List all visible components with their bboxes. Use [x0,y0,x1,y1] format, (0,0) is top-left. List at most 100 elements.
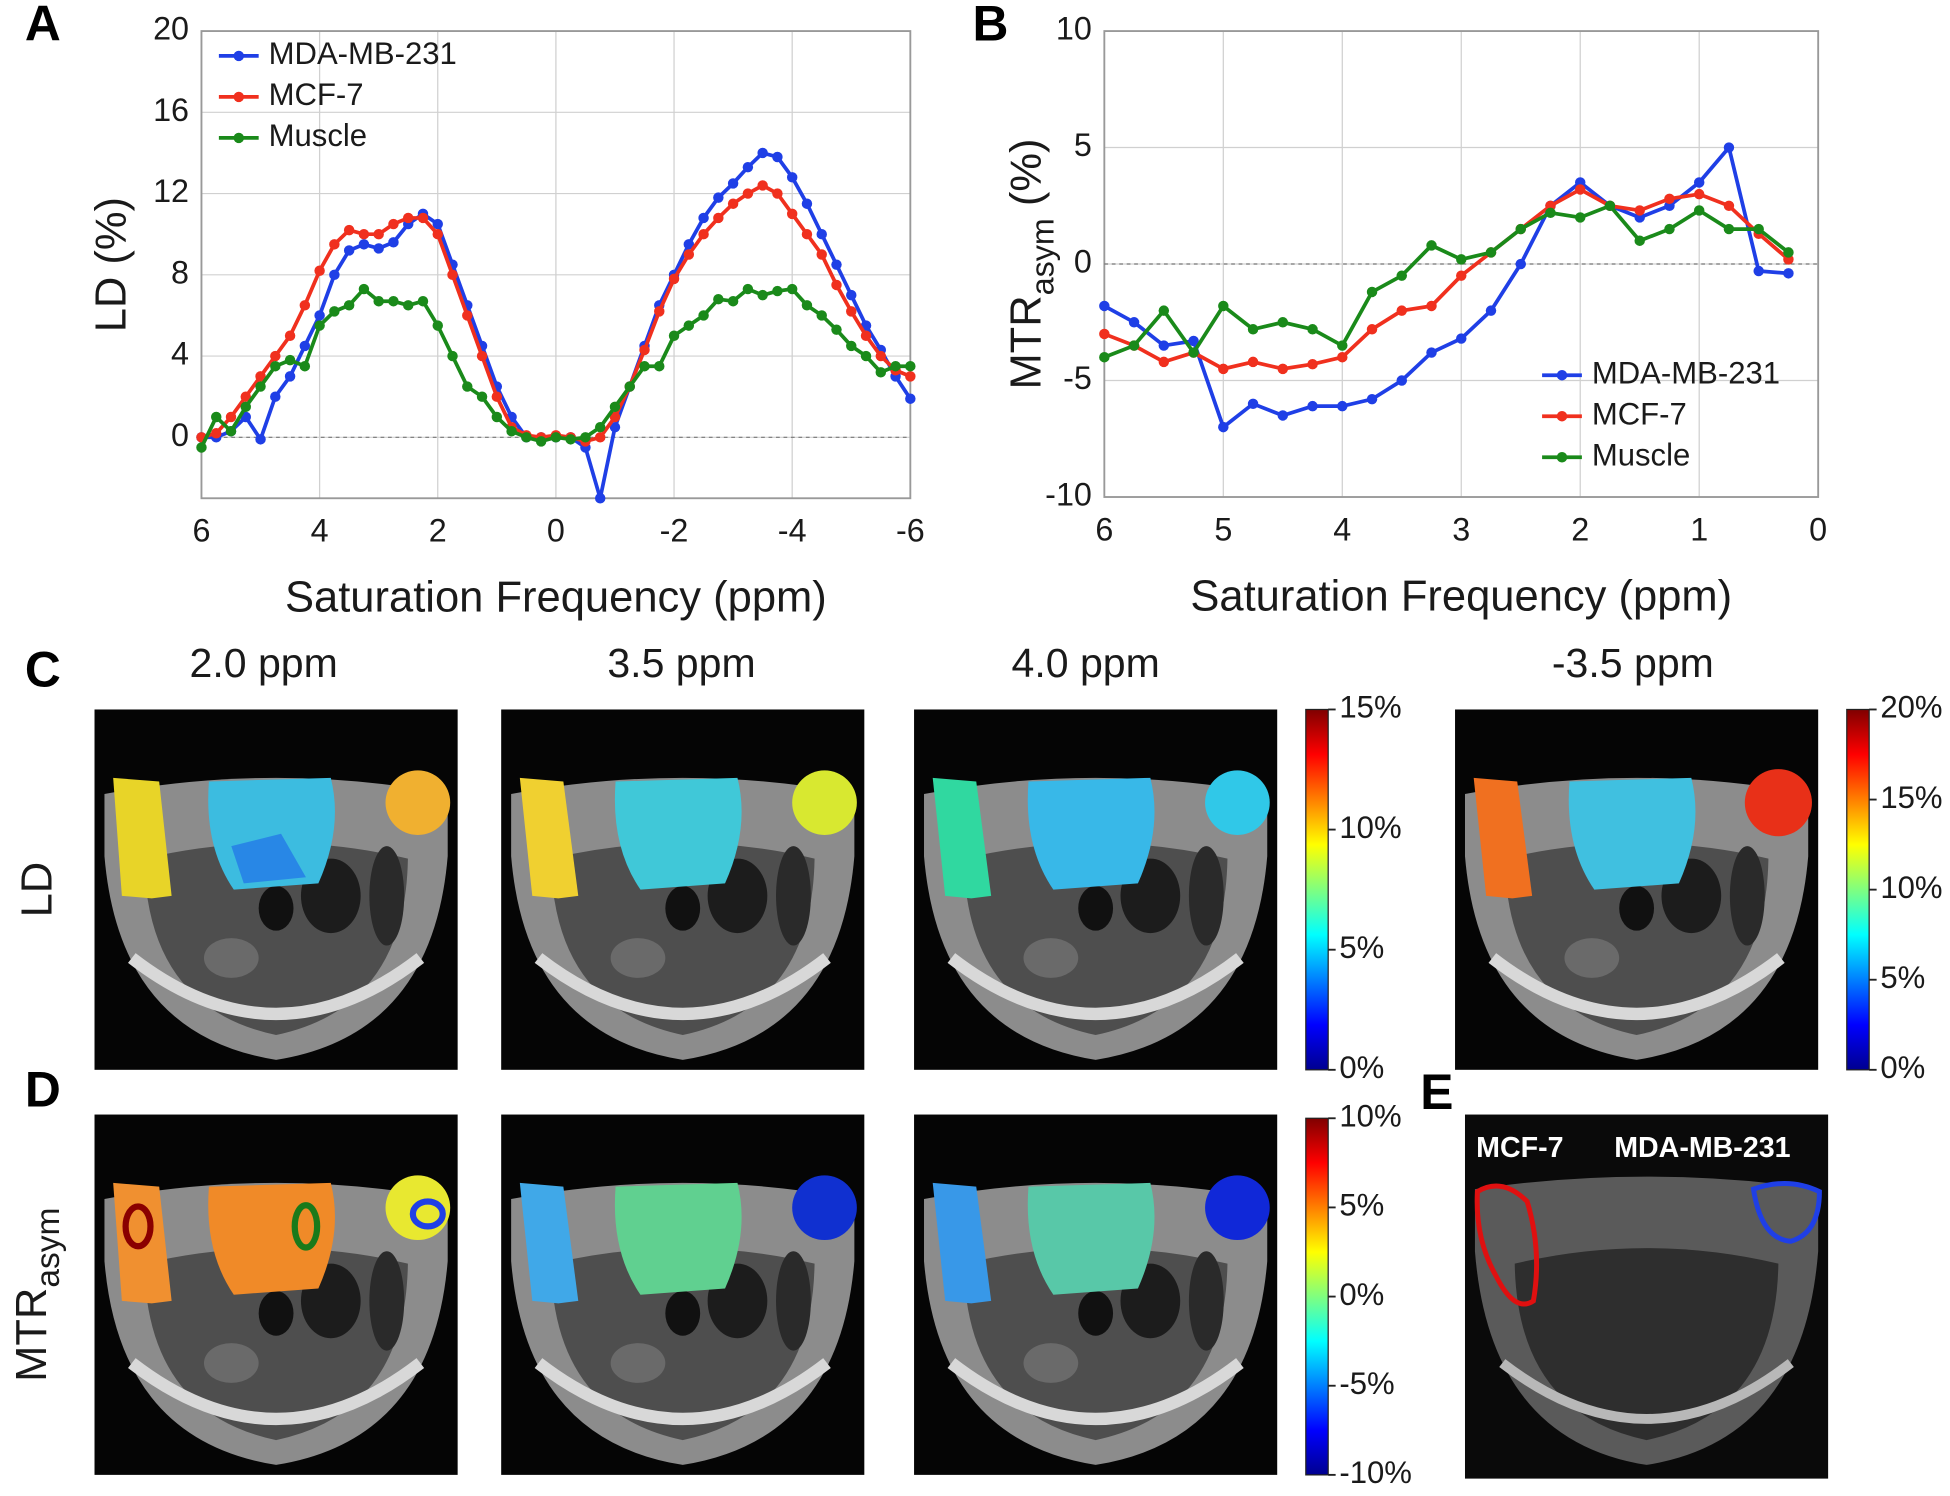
data-point [462,310,473,321]
column-header: 2.0 ppm [190,640,338,686]
data-point [388,296,399,307]
data-point [742,283,754,295]
data-point [698,212,709,224]
colorbar [1846,708,1870,1071]
x-tick-label: -4 [778,513,807,549]
data-point [727,296,739,307]
legend-swatch [233,132,244,144]
data-point [314,265,325,276]
data-point [757,147,768,159]
colorbar-tick-label: 0% [1339,1277,1384,1312]
data-point [284,371,296,382]
colorbar-tick-label: 10% [1339,810,1401,845]
data-point [240,401,251,413]
x-tick-label: 0 [547,513,565,549]
data-point [211,428,222,439]
data-point [432,218,443,230]
x-tick-label: 6 [192,513,210,549]
data-point [713,212,724,224]
colorbar-tick-label: 5% [1880,960,1925,995]
data-point [521,432,532,443]
data-point [314,320,325,331]
data-point [196,442,207,453]
y-tick-label: 8 [171,254,189,290]
y-axis-label: MTRasym (%) [1003,139,1060,390]
image-panel: MCF-7 MDA-MB-231 [1464,1114,1829,1479]
y-axis-label-main: LD (%) [88,197,136,332]
row-label: LD [13,862,61,918]
data-point [1783,268,1794,279]
colorbar [1305,1117,1329,1476]
data-point [1158,305,1170,316]
data-point [1158,340,1170,351]
data-point [1099,328,1110,340]
data-point [329,269,340,281]
data-point [1128,340,1140,351]
data-point [772,151,783,163]
data-point [284,330,296,341]
data-point [1634,235,1645,246]
data-point [801,300,813,311]
data-point [1247,356,1259,368]
panel-letter: D [25,1062,61,1118]
legend-label: MCF-7 [1592,396,1687,431]
data-point [343,224,355,236]
data-point [846,340,857,352]
x-tick-label: 3 [1452,511,1470,547]
data-point [1664,223,1675,235]
data-point [1099,352,1110,363]
data-point [609,401,621,413]
data-point [1456,333,1467,344]
legend-label: Muscle [269,118,367,153]
data-point [860,330,872,341]
legend-label: MDA-MB-231 [269,36,457,71]
data-point [1366,324,1378,335]
y-axis-label-main: MTR [1003,295,1051,389]
data-point [1366,393,1378,405]
data-point [432,228,443,240]
legend-label: MCF-7 [269,77,364,112]
data-point [727,198,739,209]
y-tick-label: 20 [153,11,189,47]
data-point [1277,410,1289,421]
data-point [654,361,665,372]
data-point [609,411,621,423]
data-point [1545,207,1556,219]
data-point [225,411,237,423]
data-point [624,381,635,392]
panel-letter: E [1420,1064,1453,1120]
data-point [462,381,473,392]
y-tick-label: 4 [171,336,189,372]
y-tick-label: 16 [153,92,189,128]
panel-letter: C [25,642,61,698]
data-point [742,161,754,173]
data-point [402,212,414,224]
data-point [1634,205,1645,216]
data-point [476,391,488,402]
series-line [1103,203,1790,359]
data-point [713,293,724,305]
y-tick-label: 12 [153,173,189,209]
data-point [240,391,251,402]
colorbar-tick-label: 15% [1339,690,1401,725]
data-point [447,269,458,281]
data-point [905,361,916,372]
y-axis-label: LD (%) [88,197,136,332]
data-point [1515,258,1526,270]
data-point [801,228,813,240]
data-point [757,289,768,301]
data-point [1307,358,1318,370]
data-point [358,239,370,250]
data-point [255,434,266,445]
data-point [639,361,650,372]
data-point [255,381,266,392]
x-tick-label: 0 [1809,511,1827,547]
data-point [343,300,355,311]
image-panel [501,1115,864,1475]
colorbar-tick-label: 10% [1339,1098,1401,1133]
data-point [757,180,768,191]
y-tick-label: 5 [1074,127,1092,163]
data-point [875,350,887,362]
data-point [270,350,281,362]
data-point [772,285,783,297]
